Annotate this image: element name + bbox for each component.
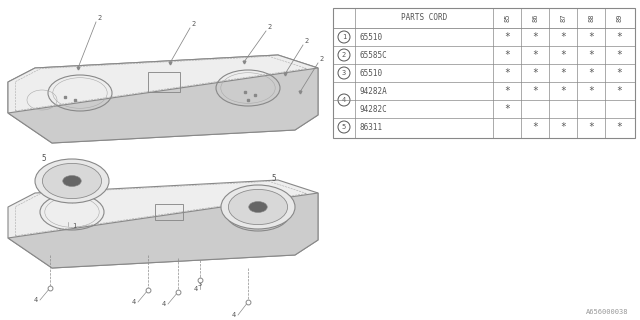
Text: 86311: 86311 — [359, 123, 382, 132]
Ellipse shape — [249, 202, 268, 212]
Text: 3: 3 — [198, 281, 202, 287]
Text: *: * — [616, 32, 622, 42]
Text: 86: 86 — [532, 14, 538, 22]
Text: 2: 2 — [267, 24, 271, 30]
Text: 5: 5 — [342, 124, 346, 130]
Text: 94282A: 94282A — [359, 86, 387, 95]
Ellipse shape — [35, 159, 109, 203]
Text: *: * — [588, 32, 594, 42]
Text: 5: 5 — [271, 174, 276, 183]
Text: *: * — [504, 50, 510, 60]
Text: 94282C: 94282C — [359, 105, 387, 114]
Text: 87: 87 — [560, 14, 566, 22]
Polygon shape — [8, 55, 318, 113]
Text: 3: 3 — [342, 70, 346, 76]
Text: *: * — [532, 122, 538, 132]
Text: 4: 4 — [162, 301, 166, 307]
Text: *: * — [588, 122, 594, 132]
Text: 5: 5 — [41, 154, 45, 163]
Text: *: * — [532, 32, 538, 42]
Bar — [333, 8, 635, 138]
Text: 4: 4 — [342, 97, 346, 103]
Polygon shape — [8, 193, 318, 268]
Text: *: * — [504, 104, 510, 114]
Ellipse shape — [63, 175, 81, 187]
Text: *: * — [504, 68, 510, 78]
Text: 4: 4 — [232, 312, 236, 318]
Bar — [148, 72, 180, 92]
Text: 85: 85 — [504, 14, 510, 22]
Ellipse shape — [42, 164, 102, 199]
Text: 65510: 65510 — [359, 68, 382, 77]
Text: *: * — [560, 50, 566, 60]
Ellipse shape — [228, 189, 287, 225]
Text: 65510: 65510 — [359, 33, 382, 42]
Text: 2: 2 — [191, 21, 195, 27]
Text: *: * — [616, 68, 622, 78]
Text: *: * — [616, 86, 622, 96]
Text: *: * — [504, 32, 510, 42]
Text: *: * — [588, 68, 594, 78]
Ellipse shape — [221, 185, 295, 229]
Text: *: * — [532, 50, 538, 60]
Text: *: * — [560, 122, 566, 132]
Polygon shape — [8, 55, 318, 143]
Text: 65585C: 65585C — [359, 51, 387, 60]
Text: *: * — [588, 50, 594, 60]
Text: 89: 89 — [616, 14, 622, 22]
Text: *: * — [588, 86, 594, 96]
Text: *: * — [504, 86, 510, 96]
Text: 88: 88 — [588, 14, 594, 22]
Text: 4: 4 — [132, 299, 136, 305]
Text: 2: 2 — [342, 52, 346, 58]
Text: *: * — [560, 86, 566, 96]
Text: *: * — [532, 68, 538, 78]
Text: *: * — [560, 68, 566, 78]
Polygon shape — [8, 180, 318, 268]
Text: 1: 1 — [72, 223, 76, 229]
Bar — [155, 204, 183, 220]
Text: 2: 2 — [319, 56, 323, 62]
Text: 2: 2 — [304, 38, 308, 44]
Text: *: * — [616, 122, 622, 132]
Text: PARTS CORD: PARTS CORD — [401, 13, 447, 22]
Text: 4: 4 — [194, 286, 198, 292]
Text: 2: 2 — [97, 15, 101, 21]
Text: 4: 4 — [34, 297, 38, 303]
Text: *: * — [560, 32, 566, 42]
Text: A656000038: A656000038 — [586, 309, 628, 315]
Text: *: * — [616, 50, 622, 60]
Polygon shape — [8, 68, 318, 143]
Text: 1: 1 — [342, 34, 346, 40]
Text: *: * — [532, 86, 538, 96]
